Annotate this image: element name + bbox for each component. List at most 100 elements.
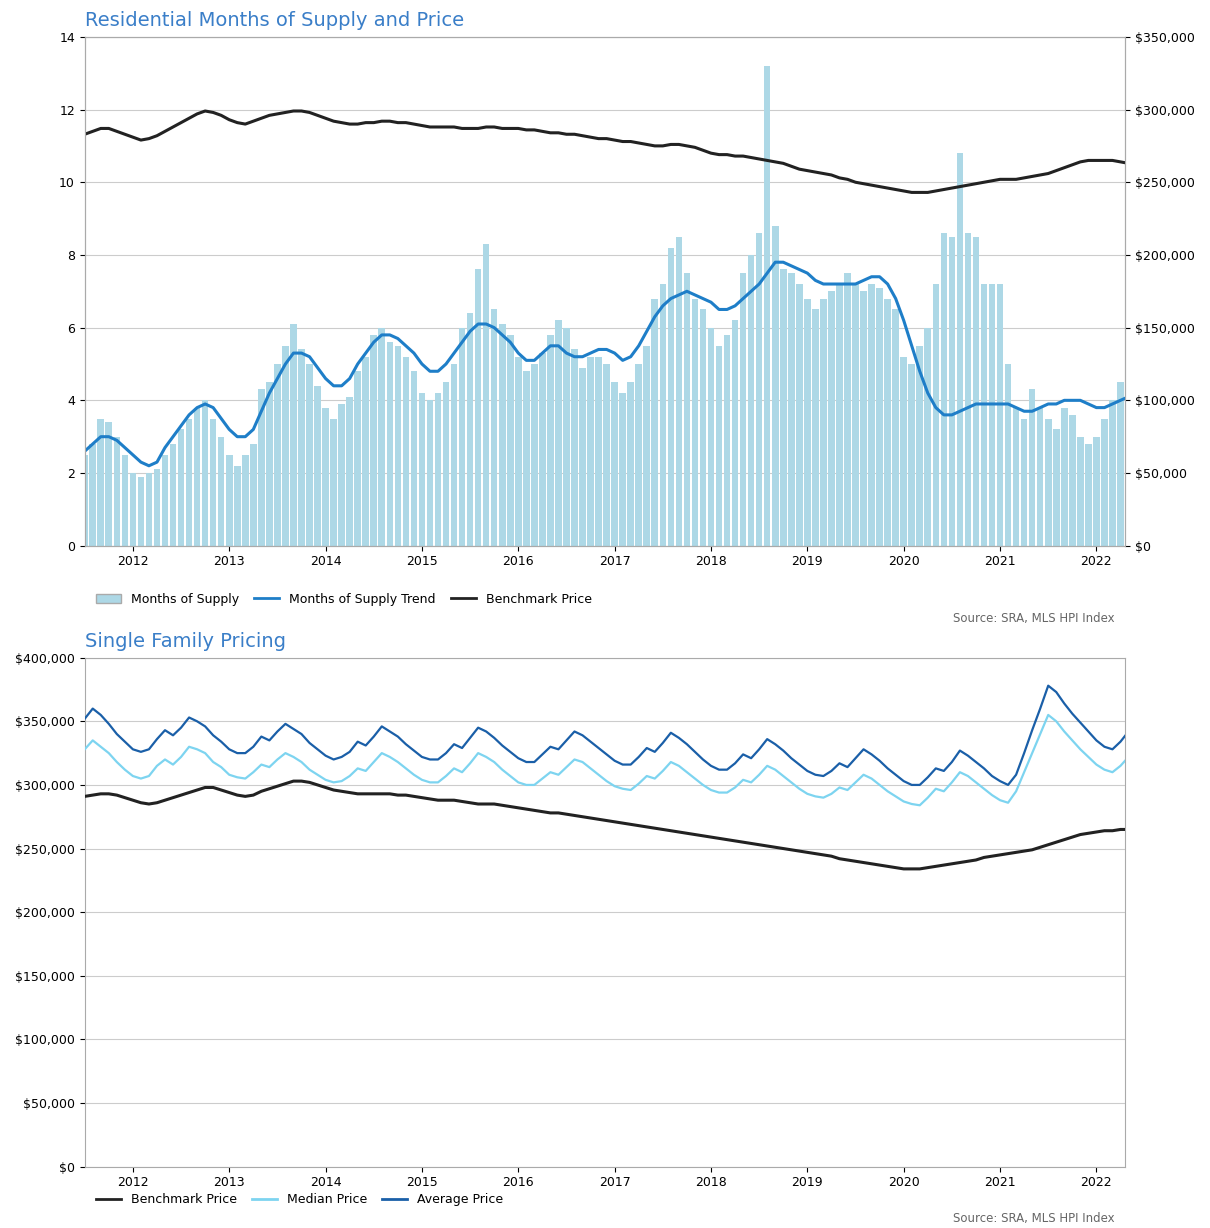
Bar: [836, 284, 842, 545]
Bar: [900, 356, 908, 545]
Bar: [443, 382, 449, 545]
Bar: [980, 284, 987, 545]
Bar: [1021, 419, 1027, 545]
Bar: [949, 237, 955, 545]
Bar: [427, 400, 433, 545]
Bar: [764, 66, 771, 545]
Bar: [250, 445, 257, 545]
Bar: [845, 273, 851, 545]
Bar: [370, 335, 378, 545]
Bar: [756, 233, 762, 545]
Bar: [933, 284, 939, 545]
Bar: [483, 244, 490, 545]
Bar: [580, 367, 586, 545]
Legend: Benchmark Price, Median Price, Average Price: Benchmark Price, Median Price, Average P…: [91, 1189, 508, 1211]
Bar: [595, 356, 601, 545]
Text: Source: SRA, MLS HPI Index: Source: SRA, MLS HPI Index: [953, 1212, 1114, 1226]
Bar: [739, 273, 747, 545]
Bar: [379, 328, 385, 545]
Bar: [651, 298, 658, 545]
Bar: [306, 363, 313, 545]
Bar: [1045, 419, 1051, 545]
Bar: [178, 430, 184, 545]
Bar: [507, 335, 513, 545]
Bar: [394, 346, 402, 545]
Text: Residential Months of Supply and Price: Residential Months of Supply and Price: [85, 11, 463, 29]
Bar: [788, 273, 795, 545]
Bar: [266, 382, 272, 545]
Bar: [202, 400, 208, 545]
Bar: [540, 354, 546, 545]
Bar: [531, 363, 537, 545]
Bar: [684, 273, 690, 545]
Bar: [1085, 445, 1091, 545]
Bar: [852, 284, 859, 545]
Bar: [451, 363, 457, 545]
Bar: [403, 356, 409, 545]
Bar: [989, 284, 996, 545]
Bar: [732, 321, 738, 545]
Bar: [282, 346, 289, 545]
Legend: Months of Supply, Months of Supply Trend, Benchmark Price: Months of Supply, Months of Supply Trend…: [91, 588, 597, 610]
Bar: [1141, 400, 1148, 545]
Bar: [659, 284, 666, 545]
Bar: [724, 335, 731, 545]
Bar: [587, 356, 594, 545]
Bar: [1093, 437, 1100, 545]
Bar: [876, 287, 883, 545]
Bar: [234, 465, 241, 545]
Bar: [892, 309, 899, 545]
Bar: [258, 389, 265, 545]
Bar: [194, 408, 201, 545]
Bar: [410, 371, 417, 545]
Bar: [459, 328, 466, 545]
Bar: [860, 291, 866, 545]
Bar: [772, 226, 778, 545]
Text: Single Family Pricing: Single Family Pricing: [85, 631, 286, 651]
Bar: [474, 269, 482, 545]
Bar: [940, 233, 947, 545]
Bar: [1004, 363, 1012, 545]
Bar: [65, 473, 71, 545]
Bar: [1077, 437, 1084, 545]
Bar: [644, 346, 650, 545]
Bar: [1110, 400, 1116, 545]
Bar: [628, 382, 634, 545]
Bar: [209, 419, 217, 545]
Bar: [796, 284, 802, 545]
Bar: [547, 335, 554, 545]
Bar: [186, 419, 192, 545]
Bar: [145, 473, 152, 545]
Bar: [620, 393, 626, 545]
Bar: [820, 298, 826, 545]
Bar: [346, 397, 353, 545]
Bar: [98, 419, 104, 545]
Bar: [121, 454, 128, 545]
Bar: [499, 324, 506, 545]
Bar: [909, 363, 915, 545]
Bar: [154, 469, 160, 545]
Bar: [74, 469, 80, 545]
Bar: [523, 371, 530, 545]
Bar: [780, 269, 786, 545]
Bar: [419, 393, 425, 545]
Bar: [1134, 400, 1140, 545]
Bar: [964, 233, 972, 545]
Bar: [828, 291, 835, 545]
Bar: [1101, 419, 1107, 545]
Bar: [1028, 389, 1036, 545]
Bar: [290, 324, 296, 545]
Bar: [997, 284, 1003, 545]
Bar: [1068, 415, 1076, 545]
Bar: [339, 404, 345, 545]
Bar: [555, 321, 561, 545]
Bar: [218, 437, 225, 545]
Bar: [924, 328, 930, 545]
Bar: [1117, 382, 1124, 545]
Bar: [298, 350, 305, 545]
Bar: [50, 480, 56, 545]
Bar: [322, 408, 329, 545]
Bar: [708, 328, 714, 545]
Bar: [611, 382, 618, 545]
Bar: [105, 422, 113, 545]
